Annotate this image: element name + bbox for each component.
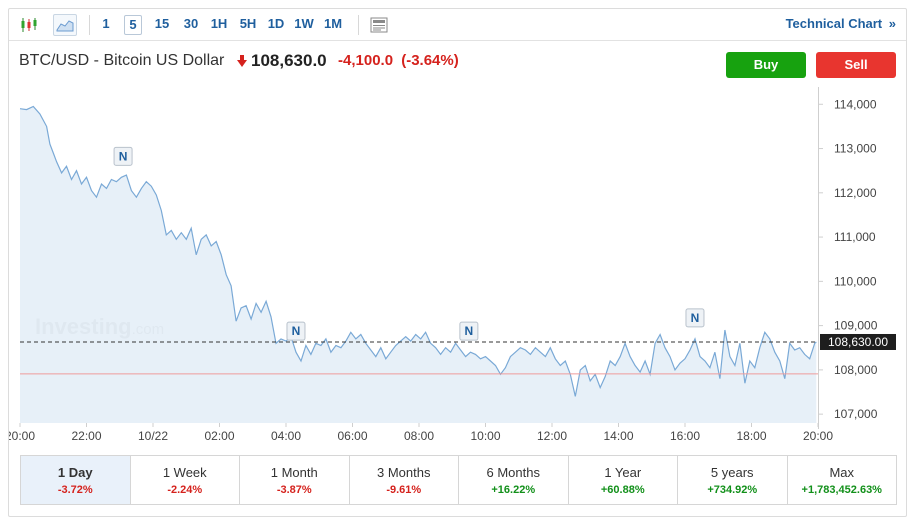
period-label: 6 Months: [486, 465, 540, 480]
news-marker[interactable]: N: [286, 321, 306, 341]
period-label: 1 Week: [162, 465, 207, 480]
y-tick-label: 108,000: [834, 363, 878, 377]
interval-30[interactable]: 30: [183, 16, 199, 31]
x-tick-label: 16:00: [670, 429, 700, 442]
period-label: 1 Year: [604, 465, 642, 480]
chart-toolbar: 1 5 15 30 1H 5H 1D 1W 1M Technical Chart »: [9, 9, 906, 41]
period-label: 3 Months: [377, 465, 431, 480]
price-line: [19, 105, 817, 397]
y-tick-label: 113,000: [834, 142, 877, 156]
chart-widget: 1 5 15 30 1H 5H 1D 1W 1M Technical Chart » BTC/U…: [5, 8, 907, 517]
instrument-name: BTC/USD - Bitcoin US Dollar: [19, 52, 225, 69]
area-chart-icon[interactable]: [53, 14, 77, 36]
period-1-year[interactable]: 1 Year +60.88%: [568, 456, 678, 504]
x-tick-label: 20:00: [803, 429, 833, 442]
last-price: 108,630.0: [251, 51, 327, 70]
x-tick-label: 02:00: [204, 429, 234, 442]
y-tick-label: 110,000: [834, 274, 877, 288]
interval-1[interactable]: 1: [102, 16, 110, 31]
period-change: +734.92%: [707, 484, 758, 496]
technical-chart-label: Technical Chart: [785, 16, 883, 31]
news-marker-label: N: [465, 324, 474, 338]
period-change: -3.72%: [57, 484, 93, 496]
chevron-right-icon: »: [888, 16, 896, 31]
interval-1h[interactable]: 1H: [210, 16, 228, 31]
period-change: -2.24%: [167, 484, 203, 496]
x-tick-label: 22:00: [71, 429, 101, 442]
interval-5h[interactable]: 5H: [239, 16, 257, 31]
news-marker[interactable]: N: [459, 321, 479, 341]
interval-1d[interactable]: 1D: [267, 16, 285, 31]
sell-button[interactable]: Sell: [816, 52, 896, 78]
period-5-years[interactable]: 5 years +734.92%: [678, 456, 788, 504]
price-area: [20, 106, 817, 423]
price-change-value: -4,100.0: [338, 52, 394, 69]
news-panel-icon[interactable]: [367, 14, 391, 36]
period-1-day[interactable]: 1 Day -3.72%: [21, 456, 131, 504]
news-marker-label: N: [691, 311, 700, 325]
price-change: -4,100.0 (-3.64%): [338, 52, 459, 69]
y-tick-label: 107,000: [834, 407, 878, 421]
period-6-months[interactable]: 6 Months +16.22%: [459, 456, 569, 504]
y-tick-label: 114,000: [834, 97, 877, 111]
period-change: -3.87%: [276, 484, 312, 496]
x-tick-label: 20:00: [9, 429, 35, 442]
y-tick-label: 111,000: [834, 230, 876, 244]
arrow-down-icon: [237, 55, 247, 67]
news-marker[interactable]: N: [685, 308, 705, 328]
period-3-months[interactable]: 3 Months -9.61%: [349, 456, 459, 504]
news-marker-label: N: [119, 149, 128, 163]
period-max[interactable]: Max +1,783,452.63%: [787, 456, 896, 504]
x-tick-label: 10:00: [470, 429, 500, 442]
interval-1w[interactable]: 1W: [294, 16, 314, 31]
period-1-week[interactable]: 1 Week -2.24%: [130, 456, 240, 504]
technical-chart-link[interactable]: Technical Chart »: [786, 16, 896, 31]
period-change: +60.88%: [600, 484, 645, 496]
interval-5[interactable]: 5: [124, 15, 142, 35]
x-tick-label: 04:00: [271, 429, 301, 442]
news-marker-box: [286, 321, 306, 341]
news-marker[interactable]: N: [113, 146, 133, 166]
y-tick-label: 109,000: [834, 319, 878, 333]
x-tick-label: 14:00: [603, 429, 633, 442]
period-label: 1 Day: [57, 465, 93, 480]
last-price-badge-label: 108,630.00: [828, 335, 888, 349]
x-tick-label: 08:00: [404, 429, 434, 442]
candlestick-icon[interactable]: [17, 14, 41, 36]
price-change-percent: (-3.64%): [401, 52, 459, 69]
period-performance-bar: 1 Day -3.72% 1 Week -2.24% 1 Month -3.87% 3 Mo…: [20, 455, 897, 505]
toolbar-divider: [89, 15, 90, 35]
x-tick-label: 06:00: [337, 429, 367, 442]
period-label: 5 years: [710, 465, 754, 480]
interval-1m[interactable]: 1M: [323, 16, 343, 31]
x-tick-label: 12:00: [537, 429, 567, 442]
period-label: 1 Month: [270, 465, 318, 480]
buy-button[interactable]: Buy: [726, 52, 806, 78]
instrument-header: BTC/USD - Bitcoin US Dollar 108,630.0 -4…: [9, 42, 906, 82]
interval-15[interactable]: 15: [154, 16, 170, 31]
period-1-month[interactable]: 1 Month -3.87%: [240, 456, 350, 504]
period-change: +16.22%: [491, 484, 536, 496]
news-marker-label: N: [292, 324, 301, 338]
period-change: -9.61%: [386, 484, 422, 496]
x-tick-label: 10/22: [138, 429, 168, 442]
period-label: Max: [829, 465, 855, 480]
y-tick-label: 112,000: [834, 186, 877, 200]
period-change: +1,783,452.63%: [801, 484, 882, 496]
x-tick-label: 18:00: [736, 429, 766, 442]
last-price-badge: [820, 333, 896, 350]
toolbar-divider: [358, 15, 359, 35]
news-marker-box: [459, 321, 479, 341]
news-marker-box: [113, 146, 133, 166]
news-marker-box: [685, 308, 705, 328]
